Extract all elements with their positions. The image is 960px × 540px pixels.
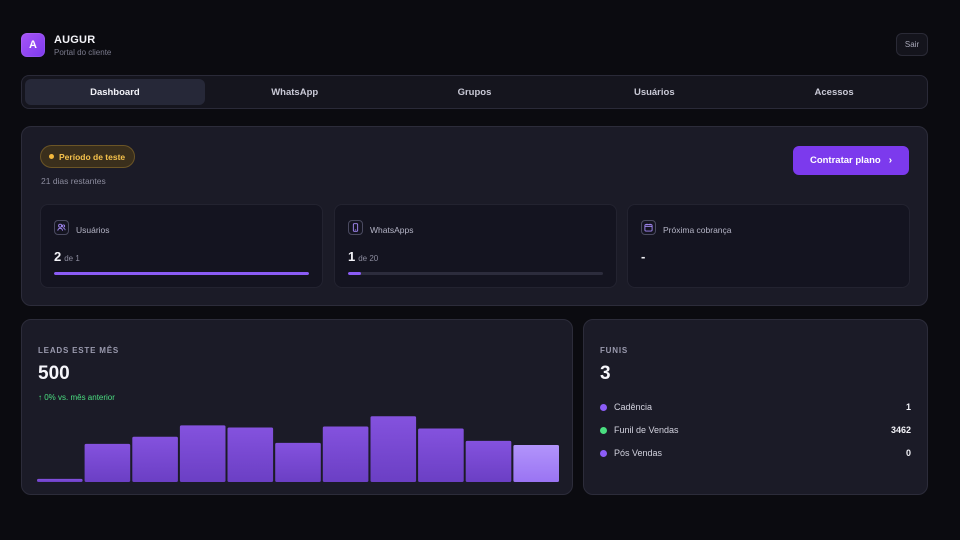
stat-progress-track — [348, 272, 603, 275]
stat-value-number: 1 — [348, 249, 356, 264]
leads-label: LEADS ESTE MÊS — [38, 346, 119, 355]
stat-card-users: Usuários 2 de 1 — [40, 204, 323, 288]
chart-bar[interactable] — [275, 442, 321, 482]
leads-trend: ↑ 0% vs. mês anterior — [38, 393, 115, 402]
trial-badge-label: Período de teste — [59, 151, 126, 162]
contract-plan-button[interactable]: Contratar plano › — [793, 146, 909, 175]
stat-value: - — [641, 249, 645, 264]
funnel-dot-icon — [600, 449, 607, 457]
stat-card-next-billing: Próxima cobrança - — [627, 204, 910, 288]
chart-bar[interactable] — [179, 425, 226, 482]
stat-value-number: - — [641, 249, 646, 264]
funnel-value: 0 — [905, 448, 911, 458]
funnel-row-pos-vendas[interactable]: Pós Vendas 0 — [600, 446, 911, 460]
brand-subtitle: Portal do cliente — [54, 48, 112, 57]
funnel-name: Funil de Vendas — [614, 425, 679, 435]
stat-value: 1 de 20 — [348, 249, 378, 264]
tab-dashboard[interactable]: Dashboard — [25, 79, 205, 105]
stat-progress-track — [54, 272, 309, 275]
funnel-value: 3462 — [890, 425, 911, 435]
stat-value-limit: de 20 — [358, 254, 379, 263]
tab-acessos[interactable]: Acessos — [814, 86, 854, 98]
chart-bar[interactable] — [227, 427, 274, 483]
stat-label: Usuários — [76, 225, 110, 235]
chevron-right-icon: › — [888, 155, 893, 166]
stat-value: 2 de 1 — [54, 249, 80, 264]
stat-value-number: 2 — [54, 249, 62, 264]
stat-label: Próxima cobrança — [663, 225, 732, 235]
leads-card: LEADS ESTE MÊS 500 ↑ 0% vs. mês anterior — [21, 319, 573, 495]
stat-label: WhatsApps — [370, 225, 414, 235]
days-remaining: 21 dias restantes — [41, 176, 106, 186]
tab-bar: Dashboard WhatsApp Grupos Usuários Acess… — [21, 75, 928, 109]
leads-value: 500 — [38, 363, 70, 384]
funnels-card: FUNIS 3 Cadência 1 Funil de Vendas 3462 … — [583, 319, 928, 495]
leads-bar-chart — [37, 416, 559, 483]
tab-grupos[interactable]: Grupos — [457, 86, 492, 98]
funnel-row-funil-de-vendas[interactable]: Funil de Vendas 3462 — [600, 423, 911, 437]
stat-value-limit: de 1 — [64, 254, 80, 263]
users-icon — [54, 220, 69, 235]
logout-button[interactable]: Sair — [896, 33, 928, 56]
brand-name: AUGUR — [54, 34, 96, 46]
funnels-label: FUNIS — [600, 346, 628, 355]
funnel-dot-icon — [600, 426, 607, 434]
tab-whatsapp[interactable]: WhatsApp — [271, 86, 319, 98]
brand-logo: A — [21, 33, 45, 57]
chart-bar[interactable] — [370, 416, 417, 482]
chart-bar[interactable] — [37, 478, 83, 482]
status-dot-icon — [49, 154, 54, 159]
funnel-row-cadencia[interactable]: Cadência 1 — [600, 400, 911, 414]
funnel-name: Pós Vendas — [614, 448, 663, 458]
chart-bar[interactable] — [322, 426, 369, 483]
chart-bar[interactable] — [513, 445, 559, 482]
phone-icon — [348, 220, 363, 235]
header: A AUGUR Portal do cliente Sair — [21, 33, 928, 59]
funnel-dot-icon — [600, 403, 607, 411]
chart-bar[interactable] — [132, 436, 178, 482]
stat-progress-fill — [54, 272, 309, 275]
contract-plan-label: Contratar plano — [809, 155, 881, 166]
chart-bar[interactable] — [418, 428, 464, 483]
stat-card-whatsapps: WhatsApps 1 de 20 — [334, 204, 617, 288]
funnel-value: 1 — [905, 402, 911, 412]
plan-panel: Período de teste 21 dias restantes Contr… — [21, 126, 928, 306]
tab-usuarios[interactable]: Usuários — [633, 86, 675, 98]
chart-bar[interactable] — [465, 440, 512, 482]
stat-progress-fill — [348, 272, 361, 275]
chart-bar[interactable] — [84, 443, 131, 482]
funnel-name: Cadência — [614, 402, 653, 412]
trial-badge: Período de teste — [40, 145, 136, 168]
funnels-count: 3 — [600, 363, 611, 384]
calendar-icon — [641, 220, 656, 235]
